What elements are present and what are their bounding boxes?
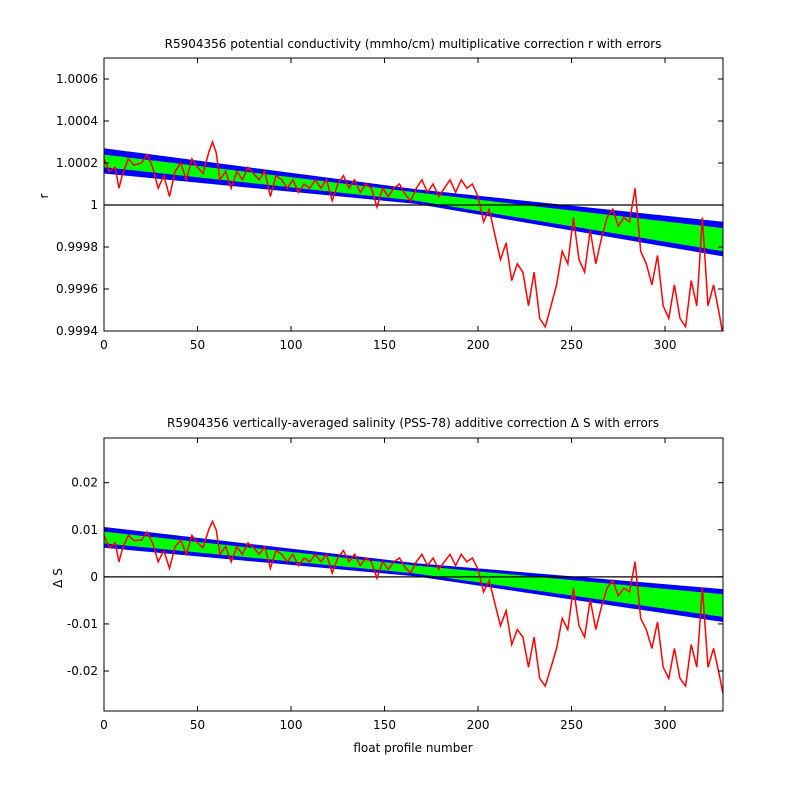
conductivity-y-tick-label: 0.9998: [56, 240, 98, 254]
conductivity-x-tick-label: 250: [560, 338, 583, 352]
salinity-chart-title: R5904356 vertically-averaged salinity (P…: [167, 416, 659, 430]
conductivity-y-tick-label: 1.0002: [56, 156, 98, 170]
conductivity-x-tick-label: 100: [280, 338, 303, 352]
salinity-x-tick-label: 0: [100, 718, 108, 732]
conductivity-x-tick-label: 150: [373, 338, 396, 352]
salinity-profile-correction-line: [104, 519, 723, 694]
conductivity-x-tick-label: 50: [190, 338, 205, 352]
salinity-x-tick-label: 200: [467, 718, 490, 732]
salinity-y-axis-label: Δ S: [51, 568, 65, 588]
salinity-y-tick-label: -0.01: [67, 617, 98, 631]
conductivity-chart-title: R5904356 potential conductivity (mmho/cm…: [165, 37, 662, 51]
salinity-x-tick-label: 300: [654, 718, 677, 732]
salinity-x-tick-label: 150: [373, 718, 396, 732]
conductivity-y-axis-label: r: [37, 193, 51, 198]
conductivity-x-tick-label: 300: [654, 338, 677, 352]
salinity-plot-area: [104, 519, 723, 694]
conductivity-correction-panel: R5904356 potential conductivity (mmho/cm…: [37, 37, 724, 352]
conductivity-y-tick-label: 0.9994: [56, 324, 98, 338]
conductivity-x-tick-label: 0: [100, 338, 108, 352]
conductivity-plot-area: [104, 139, 723, 331]
salinity-x-tick-label: 50: [190, 718, 205, 732]
salinity-y-tick-label: -0.02: [67, 664, 98, 678]
conductivity-y-tick-label: 1: [90, 198, 98, 212]
conductivity-y-tick-label: 1.0006: [56, 72, 98, 86]
x-axis-label: float profile number: [353, 741, 472, 755]
conductivity-y-tick-label: 0.9996: [56, 282, 98, 296]
salinity-y-tick-label: 0: [90, 570, 98, 584]
conductivity-y-tick-label: 1.0004: [56, 114, 98, 128]
salinity-x-tick-label: 250: [560, 718, 583, 732]
salinity-correction-panel: R5904356 vertically-averaged salinity (P…: [51, 416, 724, 755]
salinity-x-tick-label: 100: [280, 718, 303, 732]
conductivity-axes-frame: [103, 57, 724, 332]
conductivity-x-tick-label: 200: [467, 338, 490, 352]
salinity-y-tick-label: 0.02: [71, 476, 98, 490]
salinity-axes-frame: [103, 437, 724, 712]
conductivity-profile-correction-line: [104, 139, 723, 331]
salinity-y-tick-label: 0.01: [71, 523, 98, 537]
